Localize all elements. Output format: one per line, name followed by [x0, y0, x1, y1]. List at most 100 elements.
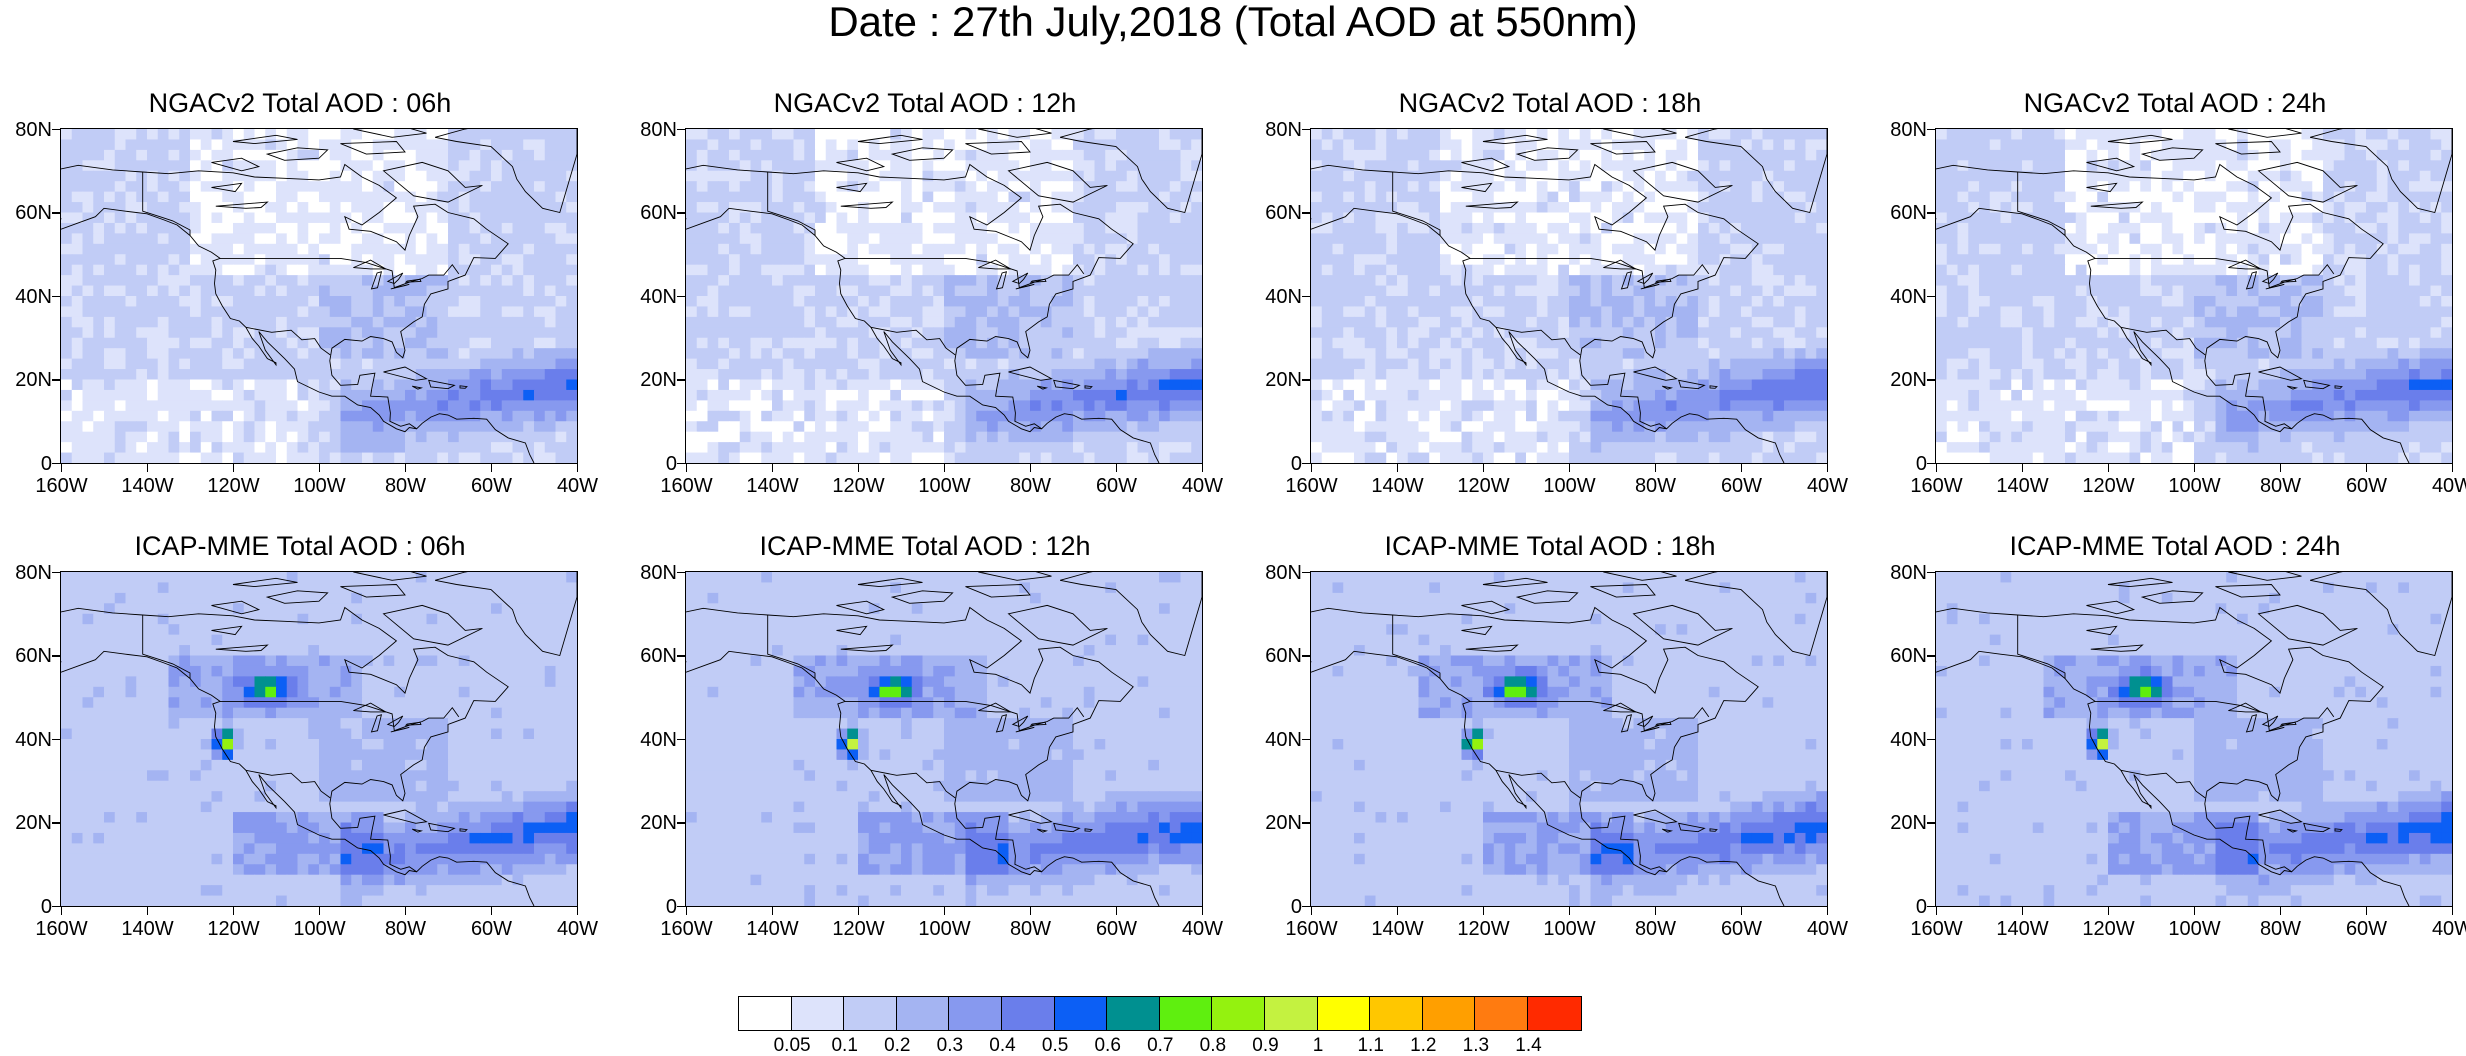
aod-field: [1936, 572, 2452, 906]
lat-tick: [1302, 462, 1310, 465]
border-line: [1392, 172, 1441, 236]
lon-label: 140W: [746, 918, 799, 940]
lon-label: 40W: [2431, 918, 2466, 940]
coastline-greenland: [2309, 572, 2452, 657]
lon-tick: [1654, 907, 1657, 915]
border-line: [1392, 615, 1441, 679]
lat-label: 0: [665, 895, 677, 918]
lon-tick: [1115, 907, 1118, 915]
lon-tick: [1826, 464, 1829, 472]
lon-tick: [685, 464, 688, 472]
colorbar-label: 1.1: [1357, 1035, 1384, 1056]
border-line: [245, 326, 331, 356]
aod-field: [61, 129, 577, 463]
border-line: [2017, 172, 2066, 236]
coastline-west: [1936, 207, 2292, 433]
lon-label: 60W: [1720, 918, 1763, 940]
lat-label: 40N: [1890, 285, 1927, 308]
lon-tick: [576, 464, 579, 472]
border-line: [870, 326, 956, 356]
coastline-island: [1007, 161, 1108, 203]
lat-label: 60N: [15, 202, 52, 224]
lake-outline: [1461, 182, 1493, 193]
lake-outline: [1620, 714, 1633, 733]
lon-label: 120W: [832, 918, 885, 940]
panel-title: NGACv2 Total AOD : 18h: [1398, 88, 1702, 118]
lon-label: 100W: [293, 918, 346, 940]
coastline-island: [1008, 366, 1053, 381]
coastline-east: [61, 163, 535, 463]
lon-label: 140W: [1371, 918, 1424, 940]
lat-label: 0: [1290, 452, 1302, 475]
lat-label: 20N: [640, 369, 677, 391]
lat-label: 20N: [1890, 812, 1927, 834]
lon-label: 60W: [1720, 475, 1763, 497]
lat-tick: [1927, 822, 1935, 824]
lon-label: 160W: [1910, 475, 1963, 497]
lon-tick: [2021, 907, 2024, 915]
lon-tick: [2021, 464, 2024, 472]
lon-label: 140W: [121, 475, 174, 497]
coastline-island: [1603, 572, 1677, 581]
lon-label: 120W: [2082, 918, 2135, 940]
lat-label: 60N: [15, 645, 52, 667]
lat-label: 80N: [15, 118, 52, 141]
lon-label: 80W: [1634, 475, 1677, 497]
coastline-island: [2215, 141, 2281, 155]
map-panel: NGACv2 Total AOD : 24h 80N 60N 40N 20N 0 160W 1…: [1875, 88, 2466, 508]
lon-label: 160W: [660, 475, 713, 497]
coastline-island: [2257, 604, 2358, 646]
lake-outline: [370, 271, 383, 290]
lake-outline: [404, 278, 422, 283]
lake-outline: [995, 271, 1008, 290]
lon-tick: [1310, 464, 1313, 472]
lake-outline: [2090, 201, 2144, 209]
lake-outline: [1011, 715, 1029, 728]
aod-field: [61, 572, 577, 906]
lake-outline: [2228, 702, 2263, 713]
panel-title: ICAP-MME Total AOD : 18h: [1384, 531, 1716, 561]
lon-tick: [1029, 464, 1032, 472]
lake-outline: [1465, 201, 1519, 209]
lon-label: 40W: [556, 475, 599, 497]
coastline-west: [61, 650, 417, 876]
lon-label: 40W: [1806, 918, 1849, 940]
coastline-island: [459, 828, 468, 832]
lat-label: 0: [1915, 895, 1927, 918]
lake-outline: [386, 715, 404, 728]
lake-outline: [1603, 702, 1638, 713]
lon-label: 140W: [746, 475, 799, 497]
panel-title: NGACv2 Total AOD : 24h: [2023, 88, 2327, 118]
lat-label: 80N: [1890, 561, 1927, 584]
lake-outline: [1636, 715, 1654, 728]
lat-label: 60N: [640, 202, 677, 224]
coastline-east: [61, 606, 535, 906]
coastline-island: [1515, 147, 1579, 161]
border-line: [245, 769, 331, 799]
coastline-west: [61, 207, 417, 433]
coastline-greenland: [1059, 129, 1202, 214]
lake-outline: [1620, 271, 1633, 290]
coastline-west: [1311, 207, 1667, 433]
border-line: [142, 615, 191, 679]
colorbar-label: 0.4: [989, 1035, 1016, 1056]
coastline-island: [890, 590, 954, 604]
lat-label: 20N: [1265, 812, 1302, 834]
lon-label: 80W: [384, 918, 427, 940]
colorbar-swatch: [1107, 997, 1160, 1030]
lake-outline: [1636, 272, 1654, 285]
colorbar-swatch: [949, 997, 1002, 1030]
coastline-island: [211, 600, 261, 615]
lon-label: 120W: [1457, 918, 1510, 940]
coastline-island: [965, 141, 1031, 155]
lat-label: 20N: [15, 369, 52, 391]
colorbar-swatch: [844, 997, 897, 1030]
lon-tick: [2365, 464, 2368, 472]
lon-label: 60W: [2345, 475, 2388, 497]
lon-tick: [1935, 907, 1938, 915]
lon-tick: [1201, 464, 1204, 472]
lon-tick: [1396, 464, 1399, 472]
map-panel: ICAP-MME Total AOD : 06h 80N 60N 40N 20N 0 160…: [0, 531, 600, 951]
lake-outline: [2245, 714, 2258, 733]
lake-outline: [1654, 721, 1672, 726]
